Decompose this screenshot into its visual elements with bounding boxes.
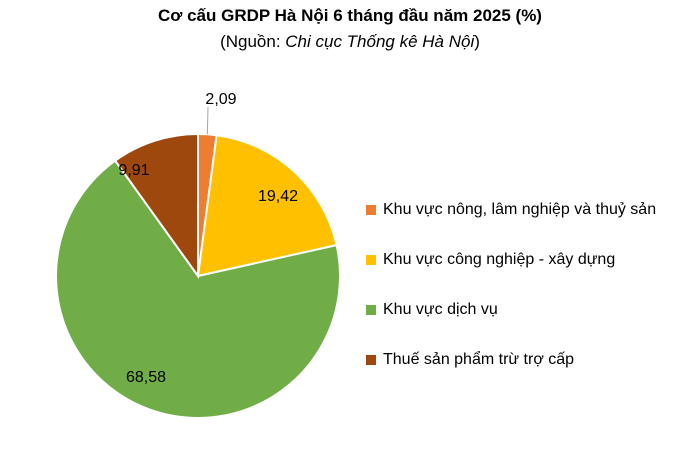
legend-swatch [366,255,376,265]
legend-item: Khu vực công nghiệp - xây dựng [366,250,656,270]
chart-title: Cơ cấu GRDP Hà Nội 6 tháng đầu năm 2025 … [158,6,542,25]
legend-swatch [366,205,376,215]
legend-label: Khu vực công nghiệp - xây dựng [383,251,616,268]
data-label: 9,91 [118,162,149,179]
legend-label: Khu vực nông, lâm nghiệp và thuỷ sản [383,201,657,218]
legend-swatch [366,305,376,315]
leader-line [206,106,209,135]
subtitle-source: Chi cục Thống kê Hà Nội [285,32,475,51]
data-label: 68,58 [126,369,166,386]
legend-item: Thuế sản phẩm trừ trợ cấp [366,350,656,370]
legend-label: Khu vực dịch vụ [383,301,498,318]
subtitle-suffix: ) [474,32,480,51]
data-label: 19,42 [258,188,298,205]
legend-item: Khu vực dịch vụ [366,300,656,320]
pie-slice [113,132,199,280]
legend-label: Thuế sản phẩm trừ trợ cấp [383,351,575,368]
pie-slice [196,134,338,278]
subtitle-prefix: (Nguồn: [220,32,286,51]
legend-item: Khu vực nông, lâm nghiệp và thuỷ sản [366,200,656,220]
chart-legend: Khu vực nông, lâm nghiệp và thuỷ sản Khu … [366,200,656,400]
pie-slice [55,159,341,419]
chart-subtitle: (Nguồn: Chi cục Thống kê Hà Nội) [0,32,700,52]
data-label: 2,09 [205,91,236,108]
legend-swatch [366,355,376,365]
